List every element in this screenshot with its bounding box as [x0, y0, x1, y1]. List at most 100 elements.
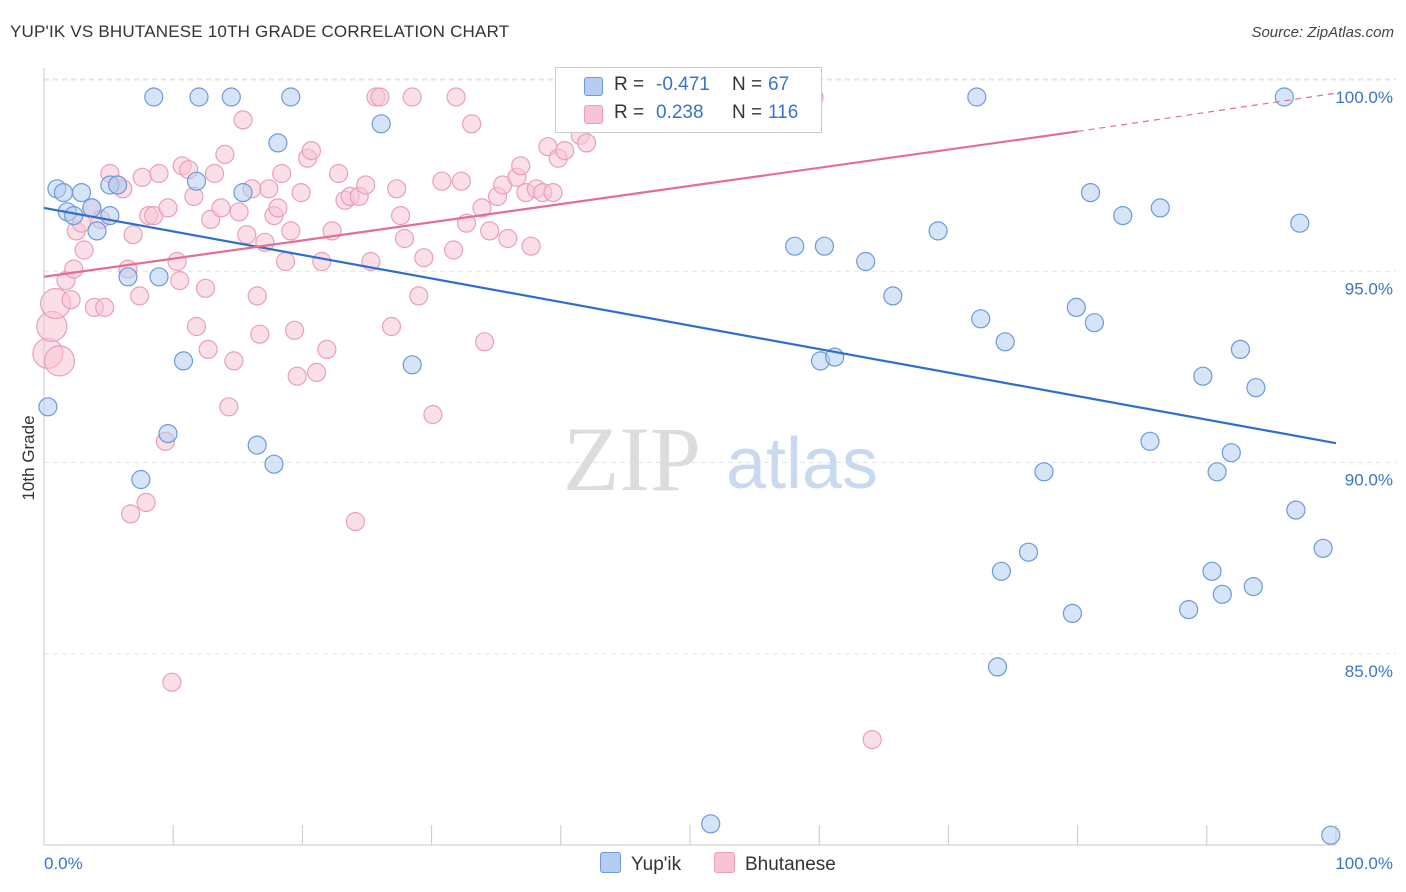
data-point: [785, 236, 805, 256]
data-point: [1212, 584, 1232, 604]
bottom-legend-bhutanese: Bhutanese: [714, 852, 836, 876]
data-point: [1150, 198, 1170, 218]
data-point: [170, 271, 190, 291]
legend-n-label: N =: [732, 102, 763, 123]
data-point: [307, 362, 327, 382]
data-point: [43, 345, 76, 377]
data-point: [1321, 825, 1341, 845]
data-point: [64, 259, 84, 279]
data-point: [149, 163, 169, 184]
data-point: [123, 225, 143, 245]
data-point: [1286, 500, 1306, 520]
source-label: Source: ZipAtlas.com: [1251, 24, 1394, 41]
data-point: [233, 110, 253, 130]
data-point: [186, 171, 207, 191]
data-point: [1274, 87, 1294, 107]
y-tick-label: 90.0%: [1345, 471, 1393, 490]
chart-title: YUP'IK VS BHUTANESE 10TH GRADE CORRELATI…: [10, 22, 510, 41]
y-tick-label: 95.0%: [1345, 279, 1393, 298]
data-point: [233, 183, 253, 203]
bottom-legend-swatch-yupik: [600, 852, 621, 873]
x-tick-label-max: 100.0%: [1335, 854, 1393, 873]
data-point: [345, 511, 365, 532]
data-point: [480, 221, 500, 241]
data-point: [198, 339, 218, 359]
data-point: [387, 179, 407, 199]
data-point: [250, 324, 270, 344]
data-point: [82, 198, 102, 218]
data-point: [132, 167, 152, 187]
data-point: [409, 286, 429, 306]
data-point: [1246, 378, 1266, 398]
data-point: [462, 114, 482, 134]
data-point: [1230, 339, 1251, 359]
data-point: [312, 251, 332, 272]
legend-swatch-bhutanese: [584, 105, 603, 124]
data-point: [149, 267, 169, 287]
data-point: [215, 144, 235, 164]
data-point: [287, 366, 307, 386]
watermark: ZIP atlas: [563, 408, 878, 510]
data-point: [862, 729, 882, 750]
data-point: [1140, 431, 1160, 451]
data-point: [423, 404, 443, 425]
data-point: [219, 397, 239, 417]
data-point: [1113, 206, 1133, 226]
data-point: [224, 351, 244, 371]
legend-swatch-yupik: [584, 77, 603, 96]
data-point: [1066, 297, 1086, 317]
legend-r-value: 0.238: [656, 102, 704, 123]
y-tick-label: 100.0%: [1335, 88, 1393, 107]
data-point: [281, 221, 301, 241]
data-point: [967, 87, 987, 107]
data-point: [301, 141, 321, 161]
bottom-legend-swatch-bhutanese: [714, 852, 735, 873]
data-point: [276, 251, 296, 272]
data-point: [173, 351, 194, 371]
legend-r-label: R =: [614, 102, 645, 123]
data-point: [61, 290, 81, 310]
data-point: [1221, 443, 1241, 463]
data-point: [1243, 576, 1263, 597]
data-point: [272, 163, 292, 184]
data-point: [281, 87, 301, 107]
data-point: [38, 397, 58, 417]
data-point: [498, 228, 518, 249]
data-point: [1179, 599, 1199, 620]
data-point: [1018, 542, 1039, 562]
data-point: [543, 183, 563, 203]
bhutanese-trendline: [43, 130, 1078, 278]
data-point: [71, 183, 92, 203]
bottom-legend-label-yupik: Yup'ik: [631, 854, 682, 875]
watermark-zip: ZIP: [563, 408, 701, 510]
data-point: [64, 206, 84, 226]
data-point: [53, 183, 74, 203]
data-point: [1313, 538, 1333, 558]
data-point: [402, 355, 422, 375]
y-tick-labels: 100.0% 95.0% 90.0% 85.0%: [1335, 88, 1393, 681]
correlation-legend: R = -0.471 N = 67 R = 0.238 N = 116: [555, 67, 822, 133]
data-point: [247, 435, 267, 455]
legend-r-label: R =: [614, 74, 645, 95]
legend-n-value: 116: [768, 102, 799, 123]
legend-n-label: N =: [732, 74, 763, 95]
data-point: [971, 309, 991, 329]
data-point: [511, 156, 531, 176]
data-point: [995, 332, 1015, 352]
data-point: [370, 87, 390, 107]
data-point: [204, 163, 225, 184]
data-point: [1080, 183, 1101, 203]
data-point: [74, 240, 94, 260]
data-point: [991, 561, 1012, 581]
data-point: [521, 236, 541, 256]
data-point: [1207, 462, 1227, 482]
data-point: [1290, 213, 1310, 233]
data-point: [701, 814, 721, 834]
data-point: [414, 248, 434, 268]
data-point: [291, 183, 311, 203]
data-point: [87, 221, 107, 241]
data-point: [229, 202, 249, 222]
data-point: [444, 240, 464, 260]
data-point: [402, 87, 422, 107]
